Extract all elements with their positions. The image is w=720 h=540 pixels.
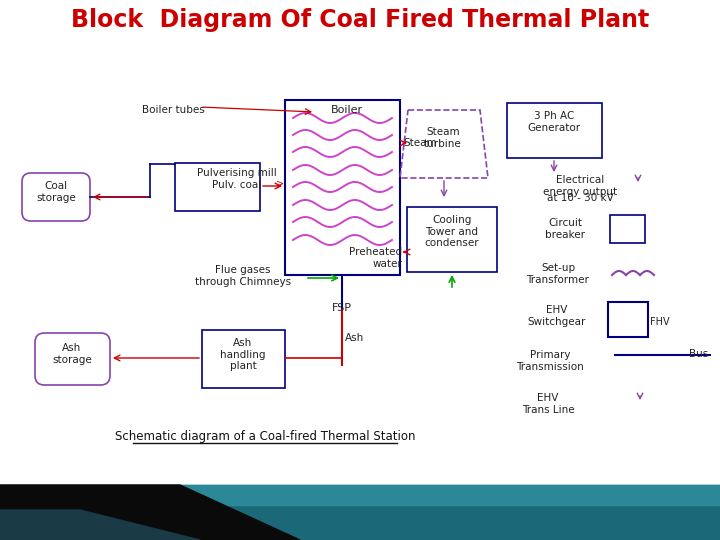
Text: EHV
Switchgear: EHV Switchgear — [528, 305, 586, 327]
Text: >: > — [276, 179, 284, 189]
Text: Flue gases
through Chimneys: Flue gases through Chimneys — [195, 265, 291, 287]
Text: FHV: FHV — [650, 317, 670, 327]
Text: Cooling
Tower and
condenser: Cooling Tower and condenser — [425, 215, 480, 248]
Text: Circuit
breaker: Circuit breaker — [545, 218, 585, 240]
Bar — [407, 207, 497, 272]
Text: Ash
storage: Ash storage — [52, 343, 92, 364]
Bar — [202, 330, 285, 388]
Text: FSP: FSP — [332, 303, 352, 313]
Text: Block  Diagram Of Coal Fired Thermal Plant: Block Diagram Of Coal Fired Thermal Plan… — [71, 8, 649, 32]
Bar — [610, 215, 645, 243]
Bar — [285, 100, 400, 275]
Polygon shape — [0, 510, 200, 540]
Text: 3 Ph AC
Generator: 3 Ph AC Generator — [528, 111, 580, 133]
Text: Steam
turbine: Steam turbine — [424, 127, 462, 149]
Text: Preheated
water: Preheated water — [349, 247, 402, 268]
Bar — [175, 163, 260, 211]
Polygon shape — [0, 485, 300, 540]
Text: Primary
Transmission: Primary Transmission — [516, 350, 584, 372]
Bar — [608, 302, 648, 337]
Bar — [0, 485, 720, 540]
Text: Ash: Ash — [345, 333, 364, 343]
Text: Boiler tubes: Boiler tubes — [142, 105, 204, 115]
Text: at 10 - 30 kV: at 10 - 30 kV — [546, 193, 613, 203]
Text: Bus: Bus — [689, 349, 708, 359]
Text: Set-up
Transformer: Set-up Transformer — [526, 263, 590, 285]
Text: Steam: Steam — [403, 138, 436, 148]
Text: EHV
Trans Line: EHV Trans Line — [522, 393, 575, 415]
Text: Pulverising mill
Pulv. coal: Pulverising mill Pulv. coal — [197, 168, 277, 190]
Text: Coal
storage: Coal storage — [36, 181, 76, 202]
Text: Electrical
energy output: Electrical energy output — [543, 175, 617, 197]
Text: Boiler: Boiler — [331, 105, 363, 115]
Text: Ash
handling
plant: Ash handling plant — [220, 338, 266, 371]
Bar — [0, 485, 720, 505]
Text: Schematic diagram of a Coal-fired Thermal Station: Schematic diagram of a Coal-fired Therma… — [114, 430, 415, 443]
Bar — [507, 103, 602, 158]
